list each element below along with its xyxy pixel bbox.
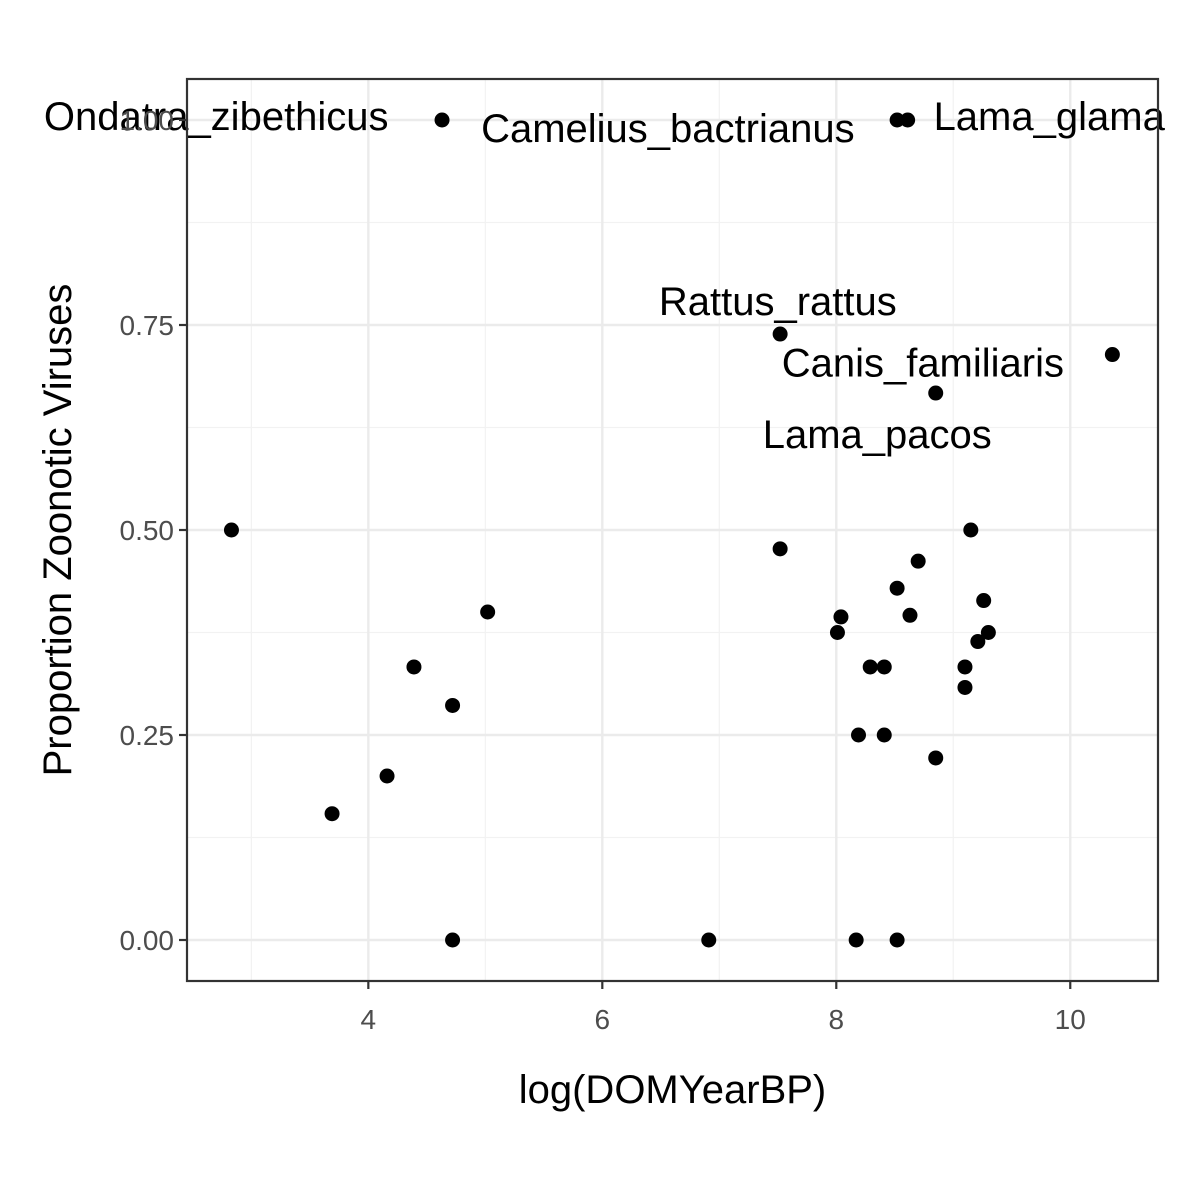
data-point [480, 604, 496, 620]
data-point [889, 932, 905, 948]
data-point [900, 112, 916, 128]
y-tick-label: 0.75 [120, 310, 175, 341]
data-point [324, 806, 340, 822]
data-point [963, 522, 979, 538]
data-point [928, 385, 944, 401]
data-point [1104, 347, 1120, 363]
point-label: Lama_glama [934, 95, 1166, 139]
point-label: Lama_pacos [763, 413, 992, 457]
data-point [957, 659, 973, 675]
data-point [876, 659, 892, 675]
x-tick-label: 8 [828, 1004, 844, 1035]
y-axis-title: Proportion Zoonotic Viruses [36, 284, 80, 777]
y-tick-label: 0.50 [120, 515, 175, 546]
x-tick-label: 6 [595, 1004, 611, 1035]
data-point [772, 326, 788, 342]
data-point [910, 553, 926, 569]
data-point [976, 593, 992, 609]
data-point [957, 679, 973, 695]
data-point [876, 727, 892, 743]
data-point [889, 112, 905, 128]
point-label: Canis_familiaris [782, 342, 1064, 386]
data-point [772, 541, 788, 557]
data-point [980, 625, 996, 640]
data-points [223, 112, 1120, 948]
data-point [928, 750, 944, 766]
data-point [889, 580, 905, 596]
x-axis-ticks: 4 6 8 10 [361, 981, 1086, 1035]
data-point [701, 932, 717, 948]
y-tick-label: 1.00 [120, 105, 175, 136]
data-point [445, 697, 461, 713]
y-axis-ticks: 0.00 0.25 0.50 0.75 1.00 [120, 105, 187, 956]
data-point [434, 112, 450, 128]
data-point [902, 607, 918, 623]
data-point [851, 727, 867, 743]
x-axis-title: log(DOMYearBP) [519, 1068, 827, 1112]
data-point [406, 659, 422, 675]
data-point [848, 932, 864, 948]
data-point [970, 634, 986, 650]
data-point [379, 768, 395, 784]
data-point [445, 932, 461, 948]
x-tick-label: 4 [361, 1004, 377, 1035]
y-tick-label: 0.25 [120, 720, 175, 751]
point-label: Camelius_bactrianus [481, 107, 855, 151]
major-grid [187, 79, 1158, 981]
point-labels: Ondatra_zibethicus Camelius_bactrianus Lam… [44, 95, 1166, 457]
data-point [223, 522, 239, 538]
y-tick-label: 0.00 [120, 925, 175, 956]
data-point [862, 659, 878, 675]
data-point [833, 609, 849, 625]
point-label: Rattus_rattus [659, 280, 897, 324]
point-label: Ondatra_zibethicus [44, 95, 389, 139]
data-point [829, 625, 845, 640]
x-tick-label: 10 [1055, 1004, 1086, 1035]
